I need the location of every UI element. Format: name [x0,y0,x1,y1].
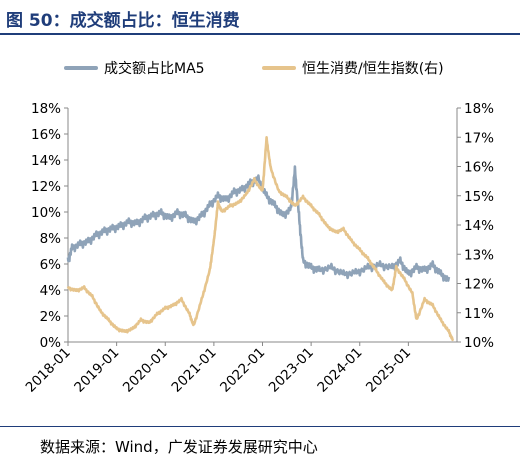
x-axis-tick-label: 2022-01 [217,345,268,396]
figure-title: 图 50：成交额占比：恒生消费 [6,11,240,31]
right-axis-tick-label: 14% [464,218,494,234]
series-layer [66,136,455,342]
legend-swatch-ratio [262,66,296,70]
right-axis-tick-label: 16% [464,160,494,176]
left-axis-tick-label: 12% [31,179,61,195]
right-axis-tick-label: 15% [464,189,494,205]
legend-label-ratio: 恒生消费/恒生指数(右) [302,61,444,77]
legend-item-turnover: 成交额占比MA5 [64,58,205,78]
left-axis-tick-label: 4% [40,283,62,299]
right-axis-tick-label: 18% [464,101,494,117]
source-rule [0,426,520,427]
right-axis-tick-label: 11% [464,306,494,322]
title-rule [0,33,520,35]
left-axis-tick-label: 10% [31,205,61,221]
x-axis-tick-label: 2023-01 [266,345,317,396]
left-axis-tick-label: 16% [31,127,61,143]
x-axis-tick-label: 2020-01 [120,345,171,396]
x-axis-tick-label: 2025-01 [363,345,414,396]
tick-labels: 0% 2% 4% 6% 8% 10% 12% 14% 16% 18% 10% 11% 12% 13% 14%… [23,101,495,396]
left-axis-tick-label: 8% [40,231,62,247]
x-axis-tick-label: 2019-01 [71,345,122,396]
x-axis-tick-label: 2024-01 [314,345,365,396]
right-axis-tick-label: 17% [464,130,494,146]
series-line-0 [66,165,451,282]
left-axis-tick-label: 18% [31,101,61,117]
x-axis-tick-label: 2021-01 [169,345,220,396]
right-axis-tick-label: 13% [464,247,494,263]
left-axis-tick-label: 14% [31,153,61,169]
left-axis-tick-label: 6% [40,257,62,273]
legend-label-turnover: 成交额占比MA5 [104,61,205,77]
axes [64,107,461,346]
series-line-1 [66,136,455,342]
data-source: 数据来源：Wind，广发证券发展研究中心 [40,438,318,456]
right-axis-tick-label: 12% [464,277,494,293]
left-axis-tick-label: 0% [40,335,62,351]
chart-legend: 成交额占比MA5 恒生消费/恒生指数(右) [0,58,520,78]
left-axis-tick-label: 2% [40,309,62,325]
right-axis-tick-label: 10% [464,335,494,351]
legend-item-ratio: 恒生消费/恒生指数(右) [262,58,444,78]
legend-swatch-turnover [64,66,98,70]
x-axis-tick-label: 2018-01 [23,345,74,396]
